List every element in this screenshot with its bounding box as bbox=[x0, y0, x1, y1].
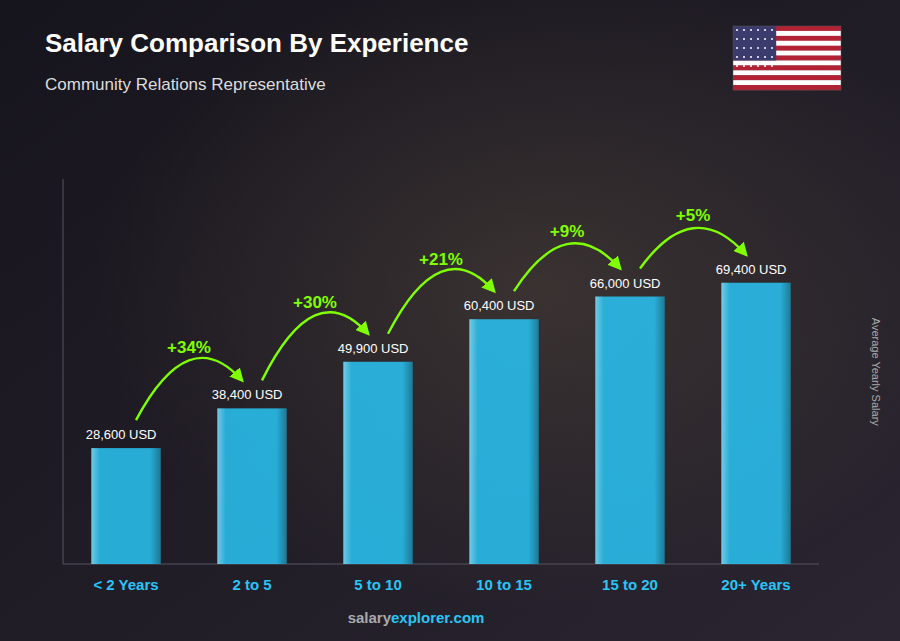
title: Salary Comparison By Experience bbox=[45, 28, 468, 58]
bar bbox=[343, 362, 412, 564]
flag-star bbox=[764, 56, 766, 58]
flag-star bbox=[743, 47, 745, 49]
bar-group bbox=[91, 448, 160, 564]
data-label: 66,000 USD bbox=[590, 276, 661, 291]
flag-star bbox=[757, 65, 759, 67]
flag-star bbox=[750, 56, 752, 58]
flag-star bbox=[736, 38, 738, 40]
flag-stripe bbox=[733, 85, 841, 90]
bar bbox=[469, 319, 538, 564]
change-label: +34% bbox=[167, 338, 211, 357]
change-label: +9% bbox=[550, 222, 585, 241]
x-tick-label: 5 to 10 bbox=[354, 576, 402, 593]
change-arrow bbox=[514, 243, 620, 291]
bar-shade bbox=[217, 408, 286, 564]
bar-shade bbox=[721, 283, 790, 564]
bar-group bbox=[343, 362, 412, 564]
data-label: 69,400 USD bbox=[716, 262, 787, 277]
flag-star bbox=[750, 29, 752, 31]
y-axis-label: Average Yearly Salary bbox=[870, 318, 882, 427]
x-tick-label: < 2 Years bbox=[93, 576, 158, 593]
change-arrows bbox=[136, 228, 746, 420]
flag-star bbox=[771, 65, 773, 67]
flag-star bbox=[736, 29, 738, 31]
flag-star bbox=[743, 65, 745, 67]
bar-group bbox=[721, 283, 790, 564]
flag-canton bbox=[733, 26, 776, 60]
bar bbox=[91, 448, 160, 564]
flag-star bbox=[743, 38, 745, 40]
bar-shade bbox=[343, 362, 412, 564]
change-arrow bbox=[388, 269, 494, 334]
bar-shade bbox=[469, 319, 538, 564]
flag-star bbox=[743, 29, 745, 31]
bar-group bbox=[217, 408, 286, 564]
x-tick-label: 10 to 15 bbox=[476, 576, 532, 593]
data-label: 49,900 USD bbox=[338, 341, 409, 356]
change-arrow bbox=[136, 358, 242, 420]
y-axis-line bbox=[63, 179, 64, 564]
change-label: +30% bbox=[293, 293, 337, 312]
bars bbox=[91, 283, 790, 564]
flag-stripe bbox=[733, 70, 841, 75]
flag-star bbox=[736, 47, 738, 49]
change-arrow bbox=[640, 228, 746, 269]
flag-star bbox=[743, 56, 745, 58]
flag-star bbox=[757, 56, 759, 58]
flag-star bbox=[750, 47, 752, 49]
chart: Salary Comparison By Experience Community… bbox=[0, 0, 900, 641]
flag-star bbox=[771, 29, 773, 31]
background bbox=[0, 0, 900, 641]
bar bbox=[217, 408, 286, 564]
flag-border bbox=[733, 26, 841, 90]
flag-star bbox=[757, 47, 759, 49]
flag-star bbox=[764, 65, 766, 67]
flag-stripe bbox=[733, 65, 841, 70]
flag-star bbox=[771, 38, 773, 40]
flag-stripe bbox=[733, 80, 841, 85]
bar-group bbox=[595, 297, 664, 564]
watermark: salary bbox=[348, 609, 392, 626]
data-label: 60,400 USD bbox=[464, 298, 535, 313]
bar-group bbox=[469, 319, 538, 564]
data-label: 38,400 USD bbox=[212, 387, 283, 402]
change-arrow bbox=[262, 312, 368, 380]
flag-star bbox=[771, 47, 773, 49]
flag-star bbox=[750, 65, 752, 67]
watermark: explorer.com bbox=[391, 609, 484, 626]
x-axis-line bbox=[63, 564, 819, 565]
bar bbox=[595, 297, 664, 564]
flag-star bbox=[771, 56, 773, 58]
flag-star bbox=[757, 29, 759, 31]
flag-star bbox=[764, 38, 766, 40]
bar-shade bbox=[91, 448, 160, 564]
flag-star bbox=[764, 47, 766, 49]
x-tick-label: 15 to 20 bbox=[602, 576, 658, 593]
change-label: +5% bbox=[676, 206, 711, 225]
bar bbox=[721, 283, 790, 564]
flag-star bbox=[736, 56, 738, 58]
flag-stripe bbox=[733, 60, 841, 65]
x-tick-label: 2 to 5 bbox=[232, 576, 271, 593]
flag-stripe bbox=[733, 75, 841, 80]
flag bbox=[733, 26, 841, 90]
background-glow bbox=[0, 0, 900, 641]
flag-star bbox=[757, 38, 759, 40]
subtitle: Community Relations Representative bbox=[45, 75, 326, 94]
flag-star bbox=[750, 38, 752, 40]
x-tick-label: 20+ Years bbox=[721, 576, 790, 593]
bar-shade bbox=[595, 297, 664, 564]
change-label: +21% bbox=[419, 250, 463, 269]
flag-star bbox=[736, 65, 738, 67]
data-label: 28,600 USD bbox=[86, 427, 157, 442]
flag-star bbox=[764, 29, 766, 31]
